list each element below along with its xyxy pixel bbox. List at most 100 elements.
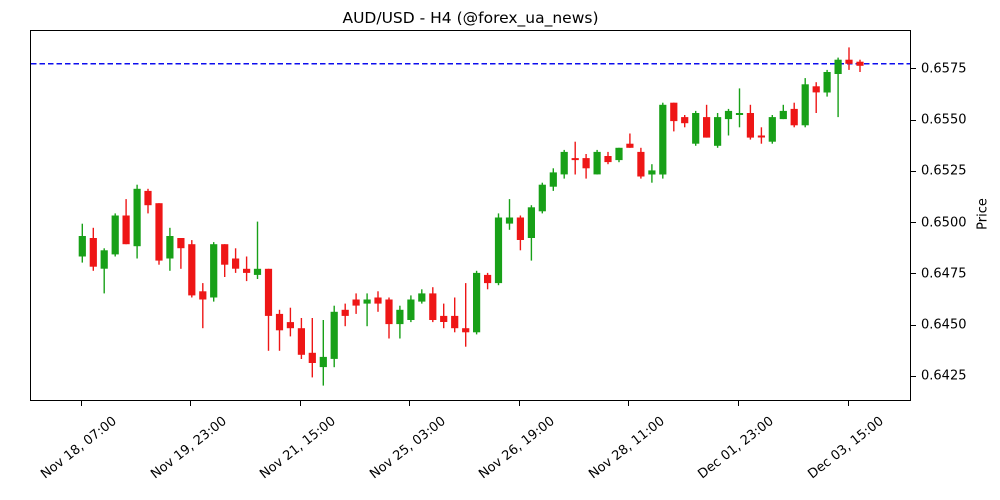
y-tick-mark <box>911 324 916 326</box>
x-tick-label: Nov 19, 23:00 <box>148 413 230 483</box>
candle-body-down <box>746 113 754 138</box>
candle-body-up <box>418 293 426 302</box>
candle-body-down <box>155 203 163 261</box>
candle-body-up <box>692 113 700 144</box>
candle-body-down <box>243 268 251 273</box>
x-tick-label: Nov 26, 19:00 <box>476 413 559 483</box>
candle-body-down <box>571 158 579 161</box>
candle-body-up <box>111 215 119 255</box>
candle-body-down <box>484 274 492 284</box>
candle-body-down <box>845 59 853 64</box>
candle-body-up <box>78 236 86 257</box>
candle-body-up <box>659 104 667 175</box>
candle-body-up <box>407 299 415 320</box>
candle-body-down <box>286 322 294 329</box>
x-tick-label: Nov 28, 11:00 <box>586 413 668 483</box>
candle-body-down <box>670 102 678 122</box>
candle-body-up <box>166 236 174 259</box>
candle-body-down <box>451 315 459 329</box>
y-axis-title: Price <box>975 198 991 230</box>
y-tick-mark <box>911 119 916 121</box>
candle-body-down <box>516 217 524 240</box>
candle-body-down <box>177 238 185 249</box>
candle-body-up <box>210 244 218 298</box>
candle-body-down <box>275 313 284 331</box>
y-tick-mark <box>911 273 916 275</box>
candle-body-up <box>396 309 404 325</box>
y-tick-label: 0.6525 <box>921 163 967 179</box>
candle-body-down <box>374 297 382 304</box>
candle-body-up <box>560 151 568 175</box>
candle-body-up <box>549 172 557 187</box>
candle-body-down <box>199 291 207 300</box>
candle-body-down <box>703 117 711 138</box>
x-tick-mark <box>299 401 301 406</box>
x-tick-label: Nov 18, 07:00 <box>38 413 121 483</box>
x-tick-mark <box>80 401 82 406</box>
y-tick-mark <box>911 375 916 377</box>
candle-body-up <box>823 72 831 93</box>
candle-body-down <box>626 143 634 148</box>
x-tick-mark <box>190 401 192 406</box>
candle-body-down <box>122 215 130 245</box>
y-tick-mark <box>911 170 916 172</box>
candle-body-down <box>221 244 229 265</box>
candle-body-up <box>527 207 535 238</box>
candle-body-down <box>790 108 798 126</box>
x-tick-label: Nov 25, 03:00 <box>367 413 449 483</box>
candle-body-down <box>297 328 305 355</box>
candle-body-up <box>473 272 481 333</box>
candle-body-down <box>582 158 590 169</box>
y-tick-label: 0.6425 <box>921 368 967 384</box>
candle-body-down <box>812 86 820 93</box>
y-tick-label: 0.6500 <box>921 215 967 231</box>
x-tick-label: Dec 01, 23:00 <box>695 413 778 483</box>
candles-plot <box>31 47 910 386</box>
candle-body-down <box>440 315 448 322</box>
candle-body-up <box>330 311 338 359</box>
candle-body-up <box>648 170 656 175</box>
candle-body-down <box>856 61 864 66</box>
y-tick-mark <box>911 222 916 224</box>
plot-area <box>30 30 911 401</box>
x-tick-mark <box>847 401 849 406</box>
y-tick-label: 0.6475 <box>921 266 967 282</box>
candle-body-down <box>341 309 349 316</box>
candle-body-up <box>834 59 842 74</box>
candle-body-up <box>593 151 601 175</box>
candle-body-down <box>144 190 152 206</box>
candle-body-down <box>462 328 470 333</box>
candle-body-up <box>253 268 262 275</box>
candle-body-down <box>89 238 97 267</box>
y-tick-label: 0.6550 <box>921 112 967 128</box>
y-tick-label: 0.6450 <box>921 317 967 333</box>
candle-body-down <box>429 293 437 320</box>
candle-body-up <box>133 188 141 247</box>
x-tick-label: Nov 21, 15:00 <box>257 413 340 483</box>
candle-body-up <box>801 84 809 126</box>
candle-body-up <box>615 147 623 161</box>
x-tick-mark <box>737 401 739 406</box>
candle-body-down <box>352 299 360 306</box>
candle-body-up <box>735 113 744 115</box>
candle-body-down <box>232 258 240 269</box>
candle-body-down <box>264 268 273 316</box>
candle-body-down <box>757 135 765 138</box>
candle-body-up <box>100 250 108 269</box>
candle-body-up <box>363 299 371 304</box>
candle-body-up <box>319 356 327 368</box>
x-tick-mark <box>628 401 630 406</box>
candle-body-up <box>494 217 503 284</box>
y-tick-mark <box>911 68 916 70</box>
candle-body-down <box>188 244 196 296</box>
candle-body-up <box>768 117 776 142</box>
x-tick-label: Dec 03, 15:00 <box>805 413 887 483</box>
x-tick-mark <box>518 401 520 406</box>
candle-body-down <box>308 352 316 363</box>
candle-body-up <box>724 110 733 120</box>
candle-body-down <box>604 156 612 163</box>
candle-body-up <box>505 217 514 224</box>
chart-title: AUD/USD - H4 (@forex_ua_news) <box>342 9 599 27</box>
candle-body-up <box>779 110 787 120</box>
